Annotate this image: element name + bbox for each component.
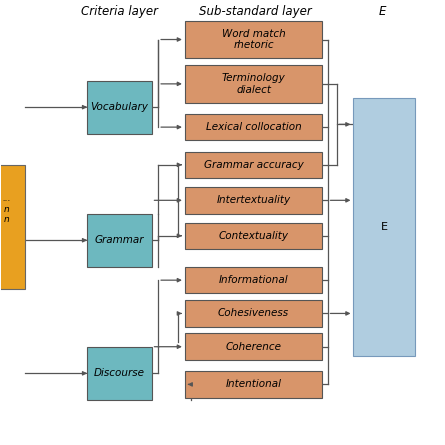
Text: Word match
rhetoric: Word match rhetoric — [222, 29, 285, 50]
Text: Intentional: Intentional — [226, 380, 282, 389]
FancyBboxPatch shape — [87, 81, 151, 134]
Text: E: E — [381, 222, 388, 232]
FancyBboxPatch shape — [185, 267, 322, 294]
FancyBboxPatch shape — [185, 333, 322, 360]
Text: Sub-standard layer: Sub-standard layer — [199, 5, 312, 18]
Text: Informational: Informational — [219, 275, 288, 285]
Text: Discourse: Discourse — [94, 368, 145, 378]
Text: Coherence: Coherence — [226, 342, 282, 352]
Text: Vocabulary: Vocabulary — [90, 102, 148, 112]
FancyBboxPatch shape — [353, 98, 416, 356]
FancyBboxPatch shape — [185, 65, 322, 103]
Text: E: E — [379, 5, 386, 18]
FancyBboxPatch shape — [87, 347, 151, 400]
Text: Grammar accuracy: Grammar accuracy — [204, 160, 303, 170]
Text: Cohesiveness: Cohesiveness — [218, 308, 289, 319]
FancyBboxPatch shape — [185, 222, 322, 249]
FancyBboxPatch shape — [87, 214, 151, 267]
FancyBboxPatch shape — [185, 187, 322, 214]
Text: Terminology
dialect: Terminology dialect — [222, 73, 285, 95]
Text: Intertextuality: Intertextuality — [216, 195, 291, 205]
Text: Lexical collocation: Lexical collocation — [206, 122, 301, 132]
FancyBboxPatch shape — [185, 151, 322, 178]
Text: Criteria layer: Criteria layer — [81, 5, 158, 18]
FancyBboxPatch shape — [185, 300, 322, 327]
Text: Grammar: Grammar — [95, 235, 144, 245]
FancyBboxPatch shape — [185, 371, 322, 398]
Text: Contextuality: Contextuality — [218, 231, 288, 241]
Text: ...
n
n: ... n n — [2, 194, 11, 224]
FancyBboxPatch shape — [185, 114, 322, 141]
FancyBboxPatch shape — [0, 165, 25, 289]
FancyBboxPatch shape — [185, 20, 322, 58]
